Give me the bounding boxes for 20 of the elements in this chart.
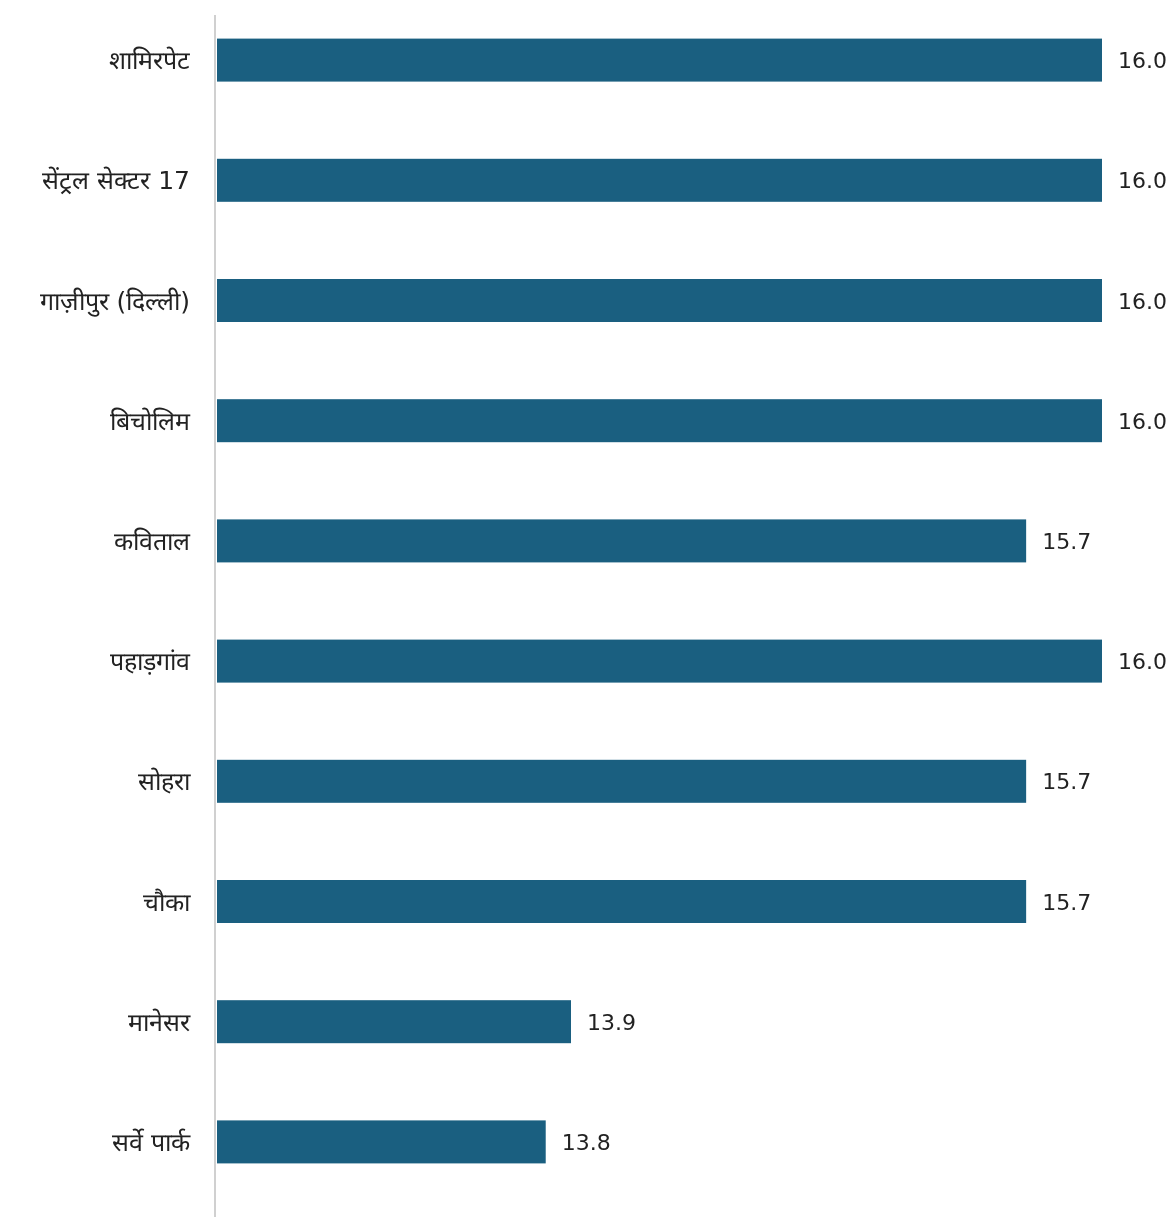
y-tick-label: चौका (143, 887, 191, 917)
data-label: 16.0 (1118, 48, 1167, 74)
data-label: 16.0 (1118, 649, 1167, 675)
y-tick-label: मानेसर (128, 1007, 191, 1037)
data-label: 15.7 (1042, 528, 1092, 554)
data-label: 15.7 (1042, 769, 1092, 795)
y-tick-label: पहाड़गांव (110, 647, 191, 677)
y-tick-label: सोहरा (138, 767, 191, 797)
y-tick-label: बिचोलिम (110, 406, 191, 436)
y-tick-label: शामिरपेट (109, 46, 190, 76)
data-label: 16.0 (1118, 408, 1167, 434)
y-tick-label: गाज़ीपुर (दिल्ली) (39, 286, 190, 317)
y-tick-label: सेंट्रल सेक्टर 17 (42, 166, 190, 196)
data-label: 15.7 (1042, 889, 1092, 915)
data-label: 16.0 (1118, 168, 1167, 194)
y-tick-label: कविताल (114, 526, 191, 556)
data-label: 16.0 (1118, 288, 1167, 314)
data-label: 13.9 (587, 1009, 636, 1035)
y-tick-label: सर्वे पार्क (112, 1127, 191, 1157)
data-label: 13.8 (561, 1129, 611, 1155)
